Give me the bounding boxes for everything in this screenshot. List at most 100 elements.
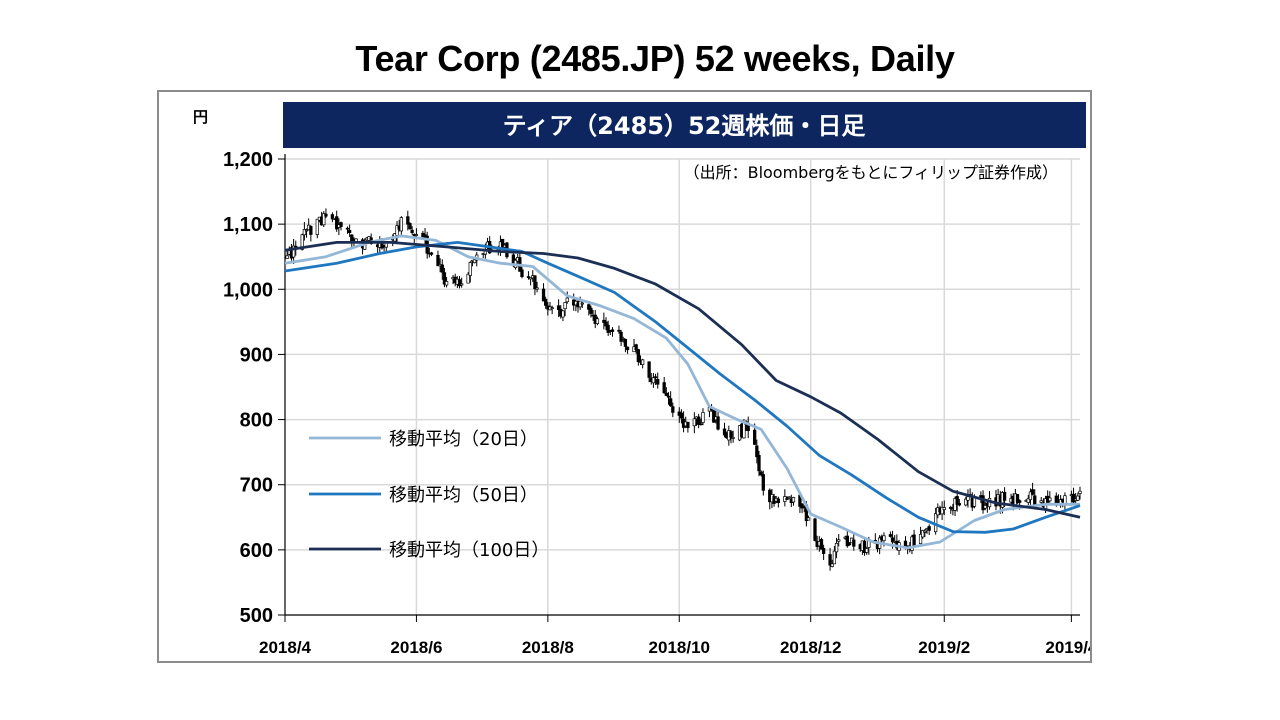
candle-body <box>1078 490 1082 494</box>
candle-body <box>821 548 826 554</box>
candle-body <box>556 305 561 310</box>
x-tick-label: 2019/4 <box>1045 638 1090 657</box>
candle-body <box>406 216 410 225</box>
candle-body <box>664 392 668 396</box>
candle-body <box>1039 500 1043 503</box>
candle-body <box>565 297 569 303</box>
candle-body <box>852 539 856 547</box>
candle-body <box>742 422 746 439</box>
candle-body <box>837 539 841 542</box>
candle-body <box>697 416 701 425</box>
candle-body <box>716 416 720 430</box>
candle-body <box>533 275 537 290</box>
y-tick-label: 1,100 <box>223 214 273 236</box>
candle-body <box>617 329 621 332</box>
x-tick-label: 2018/10 <box>649 638 710 657</box>
candle-body <box>806 517 811 521</box>
candle-body <box>436 254 440 267</box>
candle-body <box>1026 498 1030 503</box>
candle-body <box>625 346 630 351</box>
candle-body <box>330 214 335 220</box>
candle-body <box>561 310 565 318</box>
candle-body <box>712 409 716 423</box>
candle-body <box>656 379 660 385</box>
candle-body <box>759 471 763 476</box>
candle-body <box>1028 491 1033 500</box>
candle-body <box>761 474 765 491</box>
candle-body <box>309 225 313 235</box>
candle-body <box>414 234 419 236</box>
candle-body <box>819 539 824 550</box>
ma100-line <box>284 241 1081 519</box>
candle-body <box>395 225 399 236</box>
candle-body <box>813 518 817 541</box>
y-tick-label: 900 <box>240 344 273 366</box>
source-note: （出所：Bloombergをもとにフィリップ証券作成） <box>684 163 1058 182</box>
chart-frame: ティア（2485）52週株価・日足 円 （出所：Bloombergをもとにフィリ… <box>157 90 1092 663</box>
candle-body <box>686 421 690 428</box>
candle-body <box>535 287 539 290</box>
candle-body <box>619 331 623 342</box>
candle-body <box>589 307 593 314</box>
candle-body <box>636 349 640 363</box>
candle-body <box>830 563 834 567</box>
candle-body <box>847 543 852 546</box>
moving-average-lines <box>284 234 1081 550</box>
y-tick-label: 1,200 <box>223 149 273 171</box>
candle-body <box>966 496 970 501</box>
grid-lines <box>285 158 1080 615</box>
candle-body <box>964 498 968 506</box>
candle-body <box>949 506 953 509</box>
slide-title: Tear Corp (2485.JP) 52 weeks, Daily <box>355 38 955 79</box>
candle-body <box>634 344 638 351</box>
candle-body <box>701 412 705 423</box>
x-tick-label: 2018/8 <box>522 638 574 657</box>
candle-body <box>1063 495 1067 505</box>
x-tick-label: 2018/12 <box>780 638 841 657</box>
candle-body <box>1015 494 1020 504</box>
candle-body <box>640 359 645 365</box>
candle-body <box>291 245 296 258</box>
candle-body <box>304 229 309 232</box>
candle-body <box>1002 492 1007 501</box>
x-tick-label: 2019/2 <box>918 638 970 657</box>
x-tick-label: 2018/6 <box>390 638 442 657</box>
candle-body <box>1071 493 1076 503</box>
candle-body <box>776 498 781 504</box>
candle-body <box>623 339 628 347</box>
candle-body <box>921 530 925 538</box>
candle-body <box>692 418 696 427</box>
candle-body <box>890 537 895 543</box>
candle-body <box>862 540 867 554</box>
candle-body <box>472 259 477 264</box>
candle-body <box>927 526 931 531</box>
candle-body <box>468 262 472 276</box>
candle-body <box>526 276 531 278</box>
candle-body <box>653 376 658 379</box>
candle-body <box>339 222 343 227</box>
candle-body <box>845 535 849 547</box>
candle-body <box>888 534 893 537</box>
candle-body <box>918 534 923 544</box>
candle-body <box>610 329 615 332</box>
candle-body <box>410 229 414 233</box>
candle-body <box>399 217 403 232</box>
candle-body <box>335 216 339 230</box>
stock-chart: ティア（2485）52週株価・日足 円 （出所：Bloombergをもとにフィリ… <box>193 102 1090 657</box>
legend: 移動平均（20日） 移動平均（50日） 移動平均（100日） <box>309 429 549 561</box>
candle-body <box>828 554 832 566</box>
candle-body <box>606 324 610 333</box>
candle-body <box>285 255 289 259</box>
candle-body <box>604 321 608 327</box>
chart-title: ティア（2485）52週株価・日足 <box>503 112 866 140</box>
candle-body <box>440 264 444 273</box>
candle-body <box>942 507 946 510</box>
candle-body <box>882 535 886 541</box>
legend-label: 移動平均（20日） <box>389 429 538 450</box>
candle-body <box>1076 495 1080 501</box>
candle-body <box>1048 497 1052 502</box>
candle-body <box>347 230 352 233</box>
candle-body <box>300 234 304 250</box>
candle-body <box>442 272 447 285</box>
y-tick-label: 700 <box>240 475 273 497</box>
